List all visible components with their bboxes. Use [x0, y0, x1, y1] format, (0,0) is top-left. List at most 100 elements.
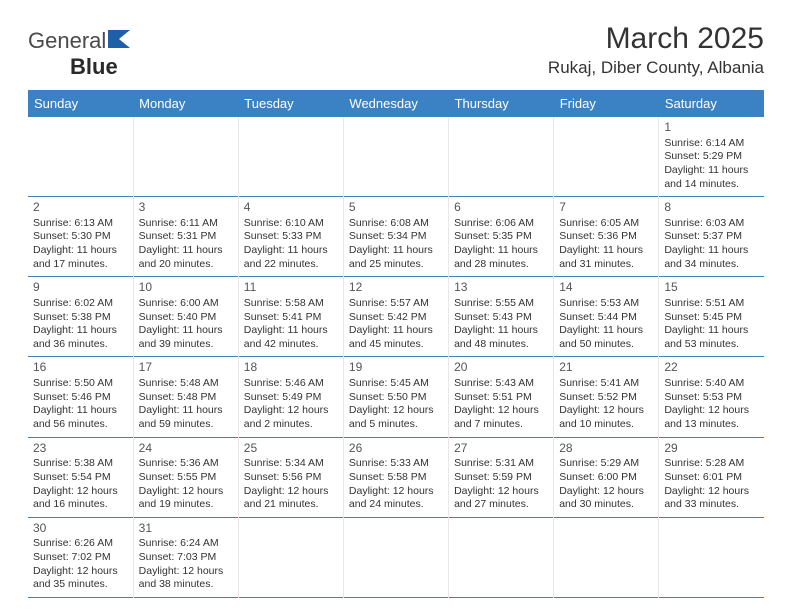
daylight-line: Daylight: 12 hours and 2 minutes. — [244, 404, 338, 431]
daylight-line: Daylight: 12 hours and 7 minutes. — [454, 404, 548, 431]
sunset-line: Sunset: 6:01 PM — [664, 471, 759, 485]
calendar-row: 1Sunrise: 6:14 AMSunset: 5:29 PMDaylight… — [28, 117, 764, 197]
day-number: 31 — [139, 521, 233, 537]
calendar-row: 30Sunrise: 6:26 AMSunset: 7:02 PMDayligh… — [28, 517, 764, 597]
day-number: 25 — [244, 441, 338, 457]
sunrise-line: Sunrise: 5:28 AM — [664, 457, 759, 471]
sunrise-line: Sunrise: 5:50 AM — [33, 377, 128, 391]
sunset-line: Sunset: 5:36 PM — [559, 230, 653, 244]
daylight-line: Daylight: 12 hours and 19 minutes. — [139, 485, 233, 512]
day-number: 1 — [664, 120, 759, 136]
calendar-cell — [133, 117, 238, 197]
sunset-line: Sunset: 5:29 PM — [664, 150, 759, 164]
location: Rukaj, Diber County, Albania — [548, 58, 764, 78]
day-header: Saturday — [659, 90, 764, 117]
calendar-body: 1Sunrise: 6:14 AMSunset: 5:29 PM Daylight… — [28, 117, 764, 597]
day-header: Tuesday — [238, 90, 343, 117]
calendar-table: SundayMondayTuesdayWednesdayThursdayFrid… — [28, 90, 764, 598]
daylight-line: Daylight: 11 hours and 17 minutes. — [33, 244, 128, 271]
sunset-line: Sunset: 5:56 PM — [244, 471, 338, 485]
day-number: 15 — [664, 280, 759, 296]
calendar-cell: 13Sunrise: 5:55 AMSunset: 5:43 PMDayligh… — [449, 277, 554, 357]
day-number: 17 — [139, 360, 233, 376]
day-number: 30 — [33, 521, 128, 537]
daylight-line: Daylight: 11 hours and 50 minutes. — [559, 324, 653, 351]
daylight-line: Daylight: 12 hours and 30 minutes. — [559, 485, 653, 512]
daylight-line: Daylight: 12 hours and 33 minutes. — [664, 485, 759, 512]
sunrise-line: Sunrise: 6:14 AM — [664, 137, 759, 151]
calendar-cell — [238, 117, 343, 197]
calendar-cell: 18Sunrise: 5:46 AMSunset: 5:49 PMDayligh… — [238, 357, 343, 437]
calendar-cell — [659, 517, 764, 597]
sunrise-line: Sunrise: 6:13 AM — [33, 217, 128, 231]
sunrise-line: Sunrise: 6:11 AM — [139, 217, 233, 231]
calendar-cell: 29Sunrise: 5:28 AMSunset: 6:01 PMDayligh… — [659, 437, 764, 517]
calendar-cell: 12Sunrise: 5:57 AMSunset: 5:42 PMDayligh… — [343, 277, 448, 357]
calendar-cell: 17Sunrise: 5:48 AMSunset: 5:48 PMDayligh… — [133, 357, 238, 437]
sunrise-line: Sunrise: 5:33 AM — [349, 457, 443, 471]
daylight-line: Daylight: 11 hours and 53 minutes. — [664, 324, 759, 351]
sunset-line: Sunset: 6:00 PM — [559, 471, 653, 485]
calendar-cell: 19Sunrise: 5:45 AMSunset: 5:50 PMDayligh… — [343, 357, 448, 437]
day-header: Sunday — [28, 90, 133, 117]
calendar-cell: 16Sunrise: 5:50 AMSunset: 5:46 PMDayligh… — [28, 357, 133, 437]
sunrise-line: Sunrise: 5:46 AM — [244, 377, 338, 391]
daylight-line: Daylight: 11 hours and 20 minutes. — [139, 244, 233, 271]
day-number: 23 — [33, 441, 128, 457]
sunset-line: Sunset: 5:35 PM — [454, 230, 548, 244]
day-number: 26 — [349, 441, 443, 457]
sunrise-line: Sunrise: 6:03 AM — [664, 217, 759, 231]
day-number: 2 — [33, 200, 128, 216]
day-number: 6 — [454, 200, 548, 216]
daylight-line: Daylight: 11 hours and 56 minutes. — [33, 404, 128, 431]
sunrise-line: Sunrise: 6:02 AM — [33, 297, 128, 311]
sunset-line: Sunset: 5:50 PM — [349, 391, 443, 405]
sunset-line: Sunset: 5:54 PM — [33, 471, 128, 485]
sunrise-line: Sunrise: 5:41 AM — [559, 377, 653, 391]
sunset-line: Sunset: 5:41 PM — [244, 311, 338, 325]
calendar-cell: 25Sunrise: 5:34 AMSunset: 5:56 PMDayligh… — [238, 437, 343, 517]
calendar-cell — [238, 517, 343, 597]
calendar-cell: 2Sunrise: 6:13 AMSunset: 5:30 PMDaylight… — [28, 197, 133, 277]
calendar-cell: 31Sunrise: 6:24 AMSunset: 7:03 PMDayligh… — [133, 517, 238, 597]
daylight-line: Daylight: 11 hours and 31 minutes. — [559, 244, 653, 271]
calendar-head: SundayMondayTuesdayWednesdayThursdayFrid… — [28, 90, 764, 117]
sunrise-line: Sunrise: 5:53 AM — [559, 297, 653, 311]
sunset-line: Sunset: 5:48 PM — [139, 391, 233, 405]
sunrise-line: Sunrise: 5:55 AM — [454, 297, 548, 311]
calendar-row: 16Sunrise: 5:50 AMSunset: 5:46 PMDayligh… — [28, 357, 764, 437]
sunset-line: Sunset: 5:49 PM — [244, 391, 338, 405]
sunset-line: Sunset: 5:58 PM — [349, 471, 443, 485]
calendar-cell: 20Sunrise: 5:43 AMSunset: 5:51 PMDayligh… — [449, 357, 554, 437]
daylight-line: Daylight: 12 hours and 13 minutes. — [664, 404, 759, 431]
daylight-line: Daylight: 12 hours and 5 minutes. — [349, 404, 443, 431]
sunrise-line: Sunrise: 5:57 AM — [349, 297, 443, 311]
daylight-line: Daylight: 11 hours and 25 minutes. — [349, 244, 443, 271]
month-title: March 2025 — [548, 22, 764, 56]
logo-word1: General — [28, 28, 106, 53]
calendar-cell: 3Sunrise: 6:11 AMSunset: 5:31 PMDaylight… — [133, 197, 238, 277]
sunrise-line: Sunrise: 6:05 AM — [559, 217, 653, 231]
sunset-line: Sunset: 5:44 PM — [559, 311, 653, 325]
sunrise-line: Sunrise: 5:40 AM — [664, 377, 759, 391]
sunrise-line: Sunrise: 5:43 AM — [454, 377, 548, 391]
calendar-cell: 5Sunrise: 6:08 AMSunset: 5:34 PMDaylight… — [343, 197, 448, 277]
sunset-line: Sunset: 5:51 PM — [454, 391, 548, 405]
sunrise-line: Sunrise: 6:06 AM — [454, 217, 548, 231]
day-number: 8 — [664, 200, 759, 216]
calendar-cell — [343, 517, 448, 597]
sunset-line: Sunset: 5:46 PM — [33, 391, 128, 405]
sunset-line: Sunset: 5:38 PM — [33, 311, 128, 325]
daylight-line: Daylight: 12 hours and 16 minutes. — [33, 485, 128, 512]
calendar-cell: 9Sunrise: 6:02 AMSunset: 5:38 PMDaylight… — [28, 277, 133, 357]
calendar-cell: 8Sunrise: 6:03 AMSunset: 5:37 PMDaylight… — [659, 197, 764, 277]
calendar-cell: 24Sunrise: 5:36 AMSunset: 5:55 PMDayligh… — [133, 437, 238, 517]
daylight-line: Daylight: 12 hours and 10 minutes. — [559, 404, 653, 431]
flag-icon — [108, 28, 134, 54]
daylight-line: Daylight: 11 hours and 59 minutes. — [139, 404, 233, 431]
day-number: 7 — [559, 200, 653, 216]
logo-text: GeneralBlue — [28, 28, 134, 80]
day-number: 18 — [244, 360, 338, 376]
calendar-cell — [449, 117, 554, 197]
day-number: 5 — [349, 200, 443, 216]
